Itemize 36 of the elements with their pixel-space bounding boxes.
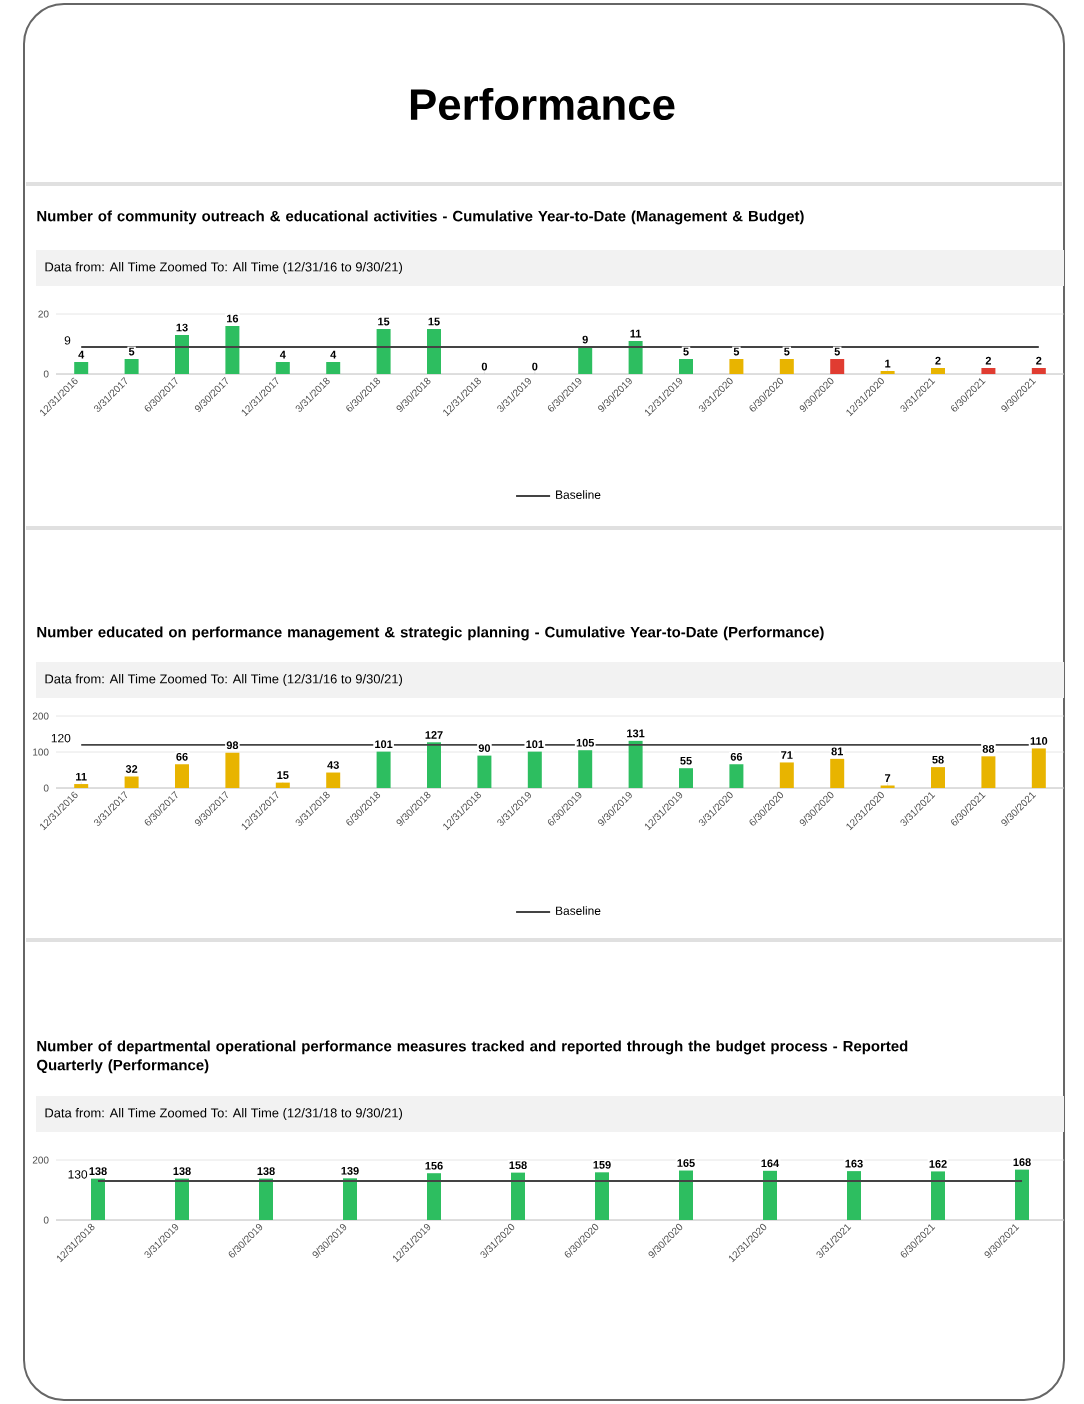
bar xyxy=(981,756,996,789)
bar xyxy=(376,329,391,375)
bar xyxy=(628,341,643,375)
bar xyxy=(830,359,845,375)
bar xyxy=(931,368,946,375)
bar xyxy=(729,359,744,375)
bar xyxy=(779,762,794,789)
bar xyxy=(175,764,189,789)
bar xyxy=(477,755,492,789)
bar xyxy=(225,326,240,375)
bar xyxy=(275,782,290,789)
text: Performance xyxy=(410,87,675,121)
bar xyxy=(427,329,442,375)
bar xyxy=(427,742,442,789)
bar xyxy=(275,362,290,375)
bar xyxy=(578,750,593,789)
bar xyxy=(578,347,593,375)
bar xyxy=(124,776,139,789)
bar xyxy=(74,362,89,375)
bar xyxy=(124,359,139,375)
bar xyxy=(326,772,341,789)
bar xyxy=(779,359,794,375)
bar xyxy=(1031,748,1046,789)
bar xyxy=(527,751,542,789)
bar xyxy=(729,764,744,789)
bar xyxy=(931,767,946,789)
bar xyxy=(628,740,643,789)
bar xyxy=(1031,368,1046,375)
bar xyxy=(679,768,694,789)
bar xyxy=(326,362,341,375)
bar xyxy=(981,368,996,375)
bar xyxy=(175,335,189,375)
bar xyxy=(830,758,845,789)
bar xyxy=(679,359,694,375)
bar xyxy=(376,751,391,789)
bar xyxy=(225,752,240,789)
